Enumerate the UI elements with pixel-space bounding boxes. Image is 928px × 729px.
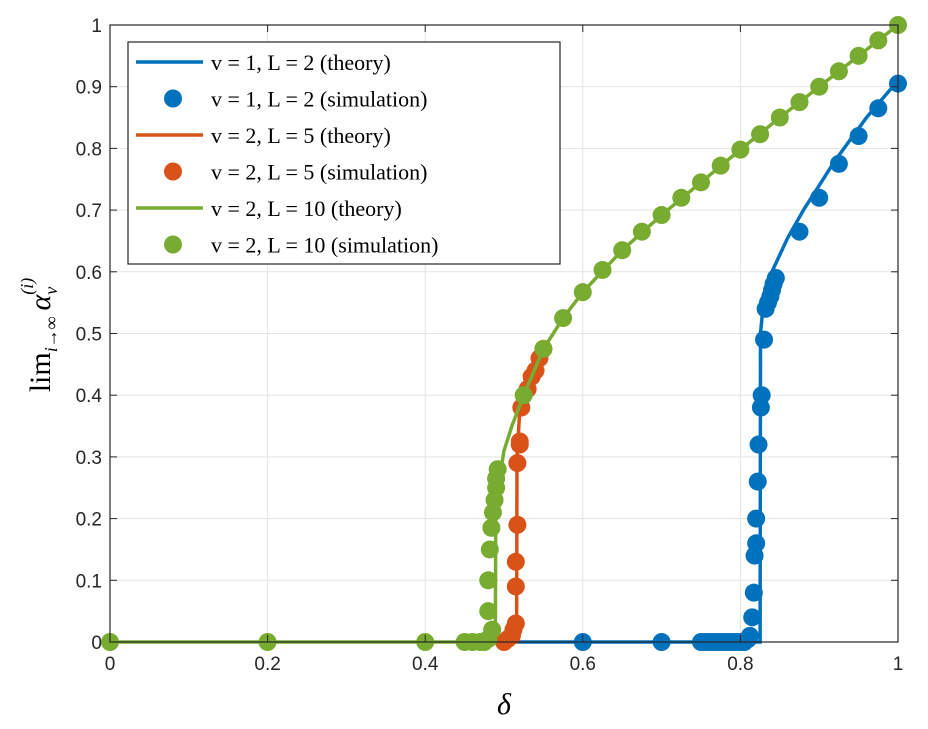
data-point-5	[488, 460, 507, 479]
legend-box	[127, 41, 561, 265]
x-axis-label: δ	[497, 688, 512, 721]
data-point-5	[829, 62, 848, 81]
x-tick-label: 0.8	[727, 654, 753, 675]
legend-label: v = 2, L = 5 (simulation)	[211, 160, 427, 185]
data-point-1	[743, 608, 762, 627]
data-point-5	[672, 188, 691, 207]
legend-marker-swatch	[164, 89, 182, 108]
y-tick-label: 0.8	[76, 139, 102, 160]
data-point-1	[766, 268, 785, 287]
data-point-5	[554, 309, 573, 328]
data-point-3	[508, 515, 527, 534]
data-point-5	[514, 386, 533, 405]
data-point-1	[790, 222, 809, 241]
x-tick-label: 0	[105, 654, 116, 675]
y-tick-label: 0.1	[76, 571, 102, 592]
data-point-1	[869, 99, 888, 118]
data-point-1	[747, 509, 766, 528]
data-point-5	[482, 518, 501, 537]
data-point-1	[829, 154, 848, 173]
data-point-1	[749, 435, 768, 454]
data-point-5	[534, 339, 553, 358]
ticks: 0 0.2 0.4 0.6 0.8 1 0 0.1 0.2 0.3 0.4 0.5 0.6 0.7 0.8 0…	[76, 16, 904, 675]
data-point-5	[593, 260, 612, 279]
data-point-5	[483, 620, 502, 639]
data-point-5	[652, 206, 671, 225]
data-point-5	[731, 140, 750, 159]
data-point-3	[506, 552, 525, 571]
y-tick-label: 0	[91, 633, 102, 654]
data-point-5	[692, 173, 710, 192]
data-point-5	[790, 93, 809, 112]
y-axis-label: limi→∞ αv(i)	[17, 278, 61, 393]
data-point-3	[510, 432, 529, 451]
data-point-3	[506, 614, 525, 633]
data-point-5	[480, 540, 499, 559]
y-label-alpha: α	[24, 293, 57, 310]
data-point-5	[573, 283, 592, 302]
y-tick-label: 0.4	[76, 386, 103, 407]
legend-label: v = 2, L = 5 (theory)	[211, 123, 391, 148]
data-point-3	[508, 454, 527, 473]
data-point-1	[755, 330, 774, 349]
data-point-1	[740, 626, 759, 645]
y-tick-label: 0.3	[76, 448, 102, 469]
data-point-5	[479, 571, 498, 590]
data-point-5	[849, 46, 868, 65]
y-label-sup: (i)	[17, 278, 38, 295]
data-point-5	[770, 108, 789, 127]
legend-label: v = 1, L = 2 (theory)	[211, 50, 391, 75]
y-label-sub: i→∞	[41, 316, 61, 352]
data-point-1	[849, 127, 868, 146]
data-point-5	[613, 241, 632, 260]
plot-area	[101, 16, 907, 651]
data-point-1	[748, 472, 767, 491]
y-tick-label: 0.6	[76, 263, 102, 284]
x-tick-label: 0.2	[254, 654, 280, 675]
legend-label: v = 2, L = 10 (simulation)	[211, 233, 438, 258]
y-tick-label: 1	[91, 16, 102, 37]
data-point-5	[751, 125, 770, 144]
data-point-1	[747, 534, 766, 553]
legend-label: v = 1, L = 2 (simulation)	[211, 87, 427, 112]
data-point-5	[479, 602, 498, 621]
legend-marker-swatch	[164, 235, 182, 254]
legend-label: v = 2, L = 10 (theory)	[211, 196, 402, 221]
data-point-5	[632, 222, 651, 241]
svg-text:limi→∞αv(i): limi→∞ αv(i)	[17, 278, 61, 393]
y-tick-label: 0.2	[76, 510, 102, 531]
data-point-3	[506, 577, 525, 596]
data-point-1	[810, 188, 829, 207]
y-tick-label: 0.9	[76, 78, 102, 99]
data-point-1	[752, 386, 771, 405]
x-tick-label: 0.6	[570, 654, 596, 675]
x-tick-label: 0.4	[412, 654, 439, 675]
y-label-lim: lim	[24, 352, 57, 392]
y-label-v: v	[41, 287, 61, 295]
y-tick-label: 0.7	[76, 201, 102, 222]
legend-marker-swatch	[164, 162, 182, 181]
legend: v = 1, L = 2 (theory) v = 1, L = 2 (simul…	[127, 41, 561, 265]
data-point-5	[869, 31, 888, 50]
data-point-1	[744, 583, 763, 602]
data-point-5	[711, 156, 730, 175]
data-point-5	[810, 77, 829, 96]
x-tick-label: 1	[893, 654, 904, 675]
y-tick-label: 0.5	[76, 325, 102, 346]
